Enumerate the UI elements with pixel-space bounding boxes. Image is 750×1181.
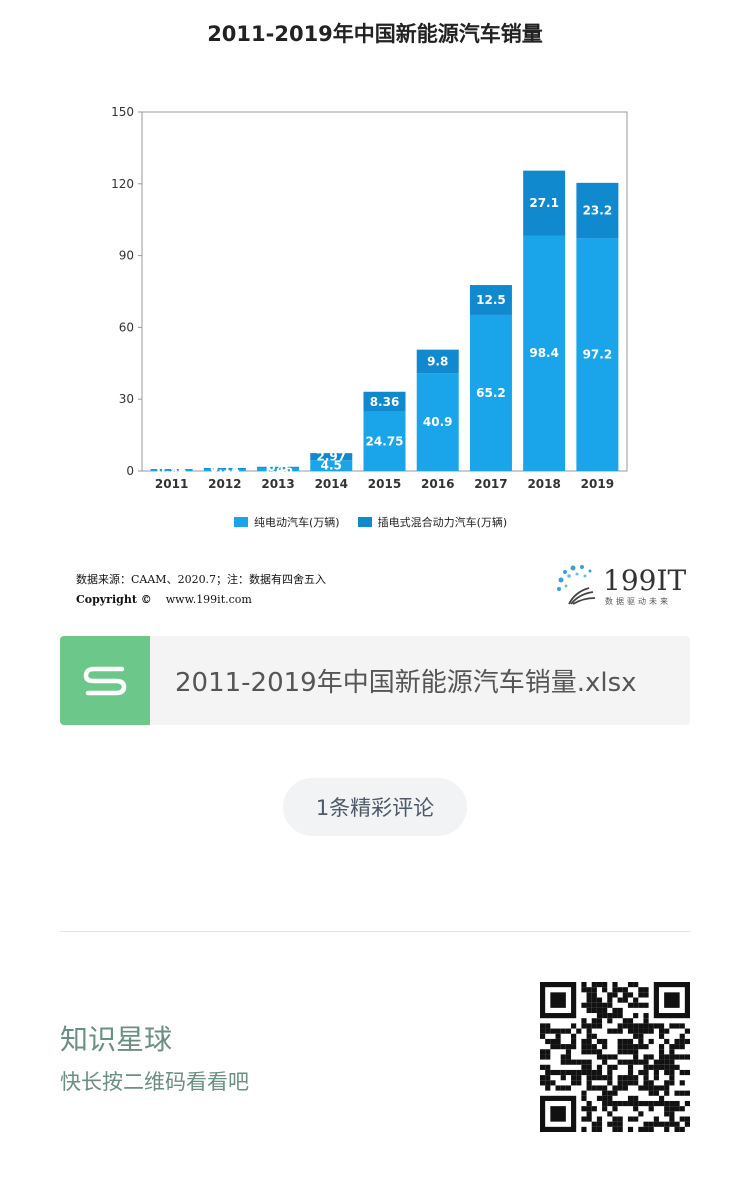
bar-phev bbox=[576, 182, 619, 239]
bar-value-label: 1.46 bbox=[263, 462, 293, 476]
bar-phev bbox=[523, 170, 566, 236]
legend-label-phev: 插电式混合动力汽车(万辆) bbox=[377, 516, 508, 529]
bar-bev bbox=[469, 314, 512, 471]
logo-tagline: 数据驱动未来 bbox=[605, 597, 671, 606]
knowledge-planet-title: 知识星球 bbox=[60, 1023, 173, 1056]
bar-bev bbox=[523, 235, 566, 471]
bar-value-label: 40.9 bbox=[423, 415, 453, 429]
bar-bev bbox=[416, 373, 459, 471]
logo-dots-icon bbox=[557, 565, 596, 605]
bar-bev bbox=[576, 238, 619, 471]
bar-value-label: 12.5 bbox=[476, 293, 506, 307]
x-tick-label: 2011 bbox=[155, 477, 188, 491]
x-tick-label: 2018 bbox=[527, 477, 560, 491]
bar-phev bbox=[416, 349, 459, 374]
bar-value-label: 9.8 bbox=[427, 354, 448, 368]
chart-source: 数据来源：CAAM、2020.7；注：数据有四舍五入 Copyright © w… bbox=[76, 570, 326, 610]
legend-item-bev: 纯电动汽车(万辆) bbox=[234, 514, 340, 530]
knowledge-planet-subtitle: 快长按二维码看看吧 bbox=[60, 1070, 249, 1094]
bar-value-label: 97.2 bbox=[583, 348, 613, 362]
bar-bev bbox=[310, 460, 353, 471]
bar-phev bbox=[203, 467, 246, 469]
bar-bev bbox=[363, 411, 406, 471]
y-tick-label: 30 bbox=[119, 392, 134, 406]
bar-value-label: 0.27 bbox=[157, 462, 187, 476]
bar-value-label: 1.14 bbox=[210, 463, 240, 477]
legend-item-phev: 插电式混合动力汽车(万辆) bbox=[357, 514, 508, 530]
y-tick-label: 120 bbox=[111, 177, 134, 191]
logo-199it: 199IT 数据驱动未来 bbox=[555, 562, 687, 610]
bar-value-label: 0.3 bbox=[267, 460, 288, 474]
x-tick-label: 2017 bbox=[474, 477, 507, 491]
y-tick-label: 0 bbox=[126, 464, 134, 478]
bar-bev bbox=[203, 468, 246, 471]
chart-legend: 纯电动汽车(万辆) 插电式混合动力汽车(万辆) bbox=[234, 514, 507, 530]
y-tick-label: 150 bbox=[111, 105, 134, 119]
x-tick-label: 2014 bbox=[315, 477, 348, 491]
copyright-url: www.199it.com bbox=[165, 593, 252, 606]
bar-phev bbox=[257, 466, 300, 468]
bar-value-label: 24.75 bbox=[366, 434, 404, 448]
bar-value-label: 0.12 bbox=[210, 461, 240, 475]
x-tick-label: 2016 bbox=[421, 477, 454, 491]
s-document-icon bbox=[60, 636, 150, 725]
copyright-label: Copyright © bbox=[76, 593, 152, 606]
legend-swatch-phev bbox=[357, 517, 372, 527]
chart-labels: 0.560.27 1.140.12 1.460.3 4.52.97 24.75 8.36 4… bbox=[157, 196, 612, 477]
bar-phev bbox=[150, 469, 193, 470]
bar-value-label: 27.1 bbox=[529, 196, 559, 210]
x-tick-label: 2013 bbox=[261, 477, 294, 491]
bar-chart: 0 30 60 90 120 150 2011 2012 2013 2014 2015 2016 201… bbox=[111, 105, 628, 491]
y-tick-label: 90 bbox=[119, 249, 134, 263]
source-line: 数据来源：CAAM、2020.7；注：数据有四舍五入 bbox=[76, 573, 327, 586]
divider bbox=[60, 931, 690, 932]
bar-phev bbox=[469, 285, 512, 315]
copyright-line: Copyright © www.199it.com bbox=[76, 590, 326, 610]
x-tick-label: 2019 bbox=[581, 477, 614, 491]
x-tick-label: 2015 bbox=[368, 477, 401, 491]
bar-value-label: 23.2 bbox=[583, 204, 613, 218]
bar-value-label: 0.56 bbox=[157, 463, 187, 477]
logo-text: 199IT bbox=[603, 564, 687, 597]
chart-bars bbox=[150, 170, 619, 471]
bar-phev bbox=[363, 391, 406, 412]
chart-title: 2011-2019年中国新能源汽车销量 bbox=[207, 22, 543, 46]
bar-phev bbox=[310, 453, 353, 461]
qr-code-icon[interactable] bbox=[540, 982, 690, 1132]
bar-value-label: 4.5 bbox=[321, 459, 342, 473]
file-name: 2011-2019年中国新能源汽车销量.xlsx bbox=[175, 668, 637, 698]
x-tick-label: 2012 bbox=[208, 477, 241, 491]
bar-value-label: 8.36 bbox=[370, 395, 400, 409]
bar-value-label: 65.2 bbox=[476, 386, 506, 400]
bar-value-label: 2.97 bbox=[316, 450, 346, 464]
legend-swatch-bev bbox=[234, 517, 248, 527]
bar-bev bbox=[257, 467, 300, 471]
y-tick-label: 60 bbox=[119, 320, 134, 334]
file-attachment-card[interactable]: 2011-2019年中国新能源汽车销量.xlsx bbox=[60, 636, 690, 725]
comments-button[interactable]: 1条精彩评论 bbox=[283, 778, 467, 836]
bar-value-label: 98.4 bbox=[529, 346, 559, 360]
chart-axes: 0 30 60 90 120 150 2011 2012 2013 2014 2015 2016 201… bbox=[111, 105, 628, 491]
legend-label-bev: 纯电动汽车(万辆) bbox=[254, 516, 340, 529]
bar-bev bbox=[150, 469, 193, 471]
